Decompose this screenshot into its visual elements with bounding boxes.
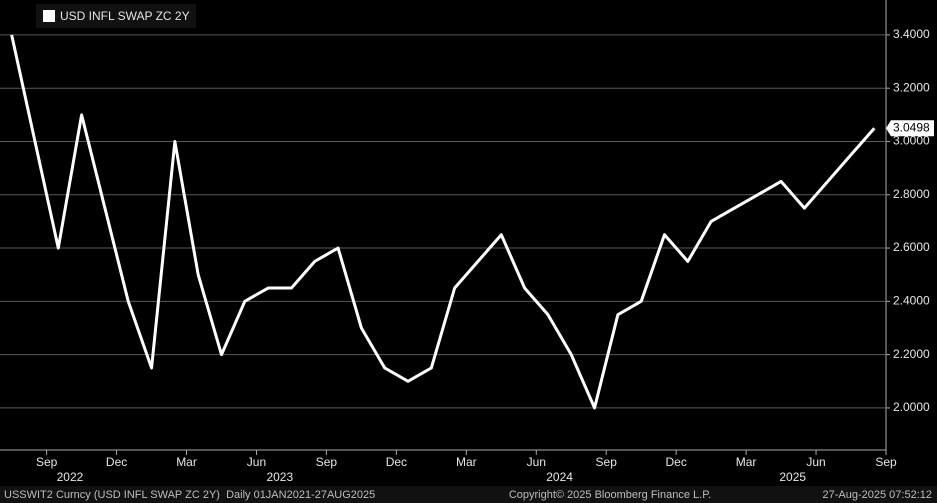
x-tick-label: Mar [736,455,757,469]
x-tick-label: Mar [176,455,197,469]
y-tick-label: 2.6000 [893,240,930,254]
y-tick-label: 2.8000 [893,187,930,201]
y-tick-label: 2.4000 [893,294,930,308]
y-tick-label: 2.0000 [893,400,930,414]
x-tick-label: Sep [596,455,618,469]
x-tick-label: Jun [806,455,825,469]
year-label: 2023 [266,470,293,484]
y-tick-label: 3.4000 [893,27,930,41]
y-tick-label: 3.2000 [893,80,930,94]
legend-swatch [43,10,55,22]
footer-band [0,486,937,503]
footer-source: USSWIT2 Curncy (USD INFL SWAP ZC 2Y) Dai… [4,489,375,501]
x-tick-label: Jun [247,455,266,469]
x-tick-label: Sep [875,455,897,469]
series-line [10,34,876,410]
x-tick-label: Dec [386,455,407,469]
footer-timestamp: 27-Aug-2025 07:52:12 [823,489,932,501]
last-value-label: 3.0498 [893,120,930,134]
y-tick-label: 2.2000 [893,347,930,361]
x-tick-label: Sep [36,455,58,469]
x-tick-label: Dec [106,455,127,469]
year-label: 2025 [779,470,806,484]
y-tick-label: 3.0000 [893,134,930,148]
x-tick-label: Sep [316,455,338,469]
legend-box [36,4,196,28]
x-tick-label: Dec [665,455,686,469]
x-tick-label: Mar [456,455,477,469]
legend-label: USD INFL SWAP ZC 2Y [60,9,190,23]
year-label: 2022 [57,470,84,484]
footer-copyright: Copyright© 2025 Bloomberg Finance L.P. [509,489,711,501]
last-value-box [886,120,934,137]
year-label: 2024 [546,470,573,484]
x-tick-label: Jun [527,455,546,469]
